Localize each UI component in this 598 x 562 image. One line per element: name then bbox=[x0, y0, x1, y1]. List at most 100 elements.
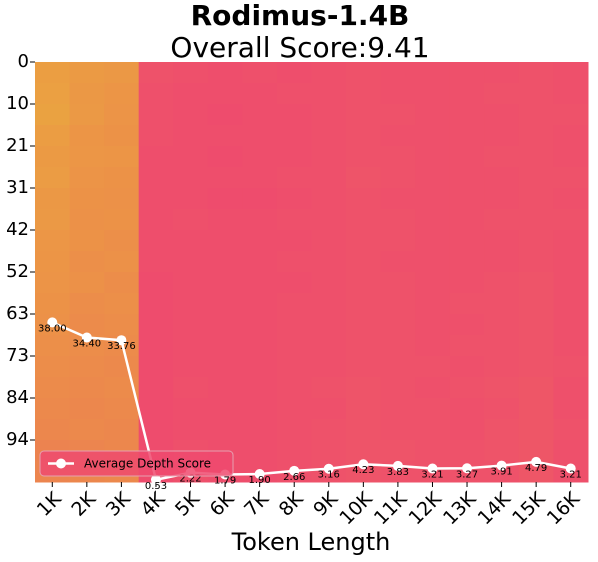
line-marker bbox=[289, 465, 300, 476]
heatmap-cell bbox=[415, 209, 451, 231]
heatmap-cell bbox=[484, 209, 520, 231]
heatmap-cell bbox=[207, 335, 243, 357]
x-tick-label: 8K bbox=[275, 487, 308, 520]
heatmap-cell bbox=[553, 209, 589, 231]
heatmap-cell bbox=[35, 356, 71, 378]
heatmap-cell bbox=[69, 125, 105, 147]
heatmap-cell bbox=[104, 188, 140, 210]
heatmap-cell bbox=[380, 83, 416, 105]
x-tick-label: 10K bbox=[335, 487, 377, 529]
heatmap-cell bbox=[138, 251, 174, 273]
heatmap-cell bbox=[138, 209, 174, 231]
data-label: 3.21 bbox=[560, 470, 582, 481]
heatmap-cell bbox=[173, 377, 209, 399]
heatmap-cell bbox=[242, 125, 278, 147]
y-tick-label: 84 bbox=[6, 387, 29, 408]
heatmap-cell bbox=[484, 398, 520, 420]
heatmap-cell bbox=[276, 146, 312, 168]
heatmap-cell bbox=[449, 440, 485, 462]
legend-label: Average Depth Score bbox=[84, 457, 211, 471]
heatmap-cell bbox=[173, 104, 209, 126]
heatmap-cell bbox=[242, 272, 278, 294]
heatmap-cell bbox=[518, 272, 554, 294]
heatmap-cell bbox=[346, 146, 382, 168]
heatmap-cell bbox=[242, 335, 278, 357]
heatmap-cell bbox=[69, 209, 105, 231]
heatmap-cell bbox=[484, 83, 520, 105]
heatmap-cell bbox=[104, 230, 140, 252]
average-line bbox=[51, 321, 571, 482]
heatmap-cell bbox=[35, 230, 71, 252]
heatmap-cell bbox=[35, 419, 71, 441]
heatmap-cell bbox=[173, 209, 209, 231]
heatmap-cell bbox=[380, 314, 416, 336]
heatmap-cell bbox=[207, 293, 243, 315]
heatmap-cell bbox=[346, 251, 382, 273]
heatmap-cell bbox=[449, 272, 485, 294]
heatmap-cell bbox=[553, 167, 589, 189]
heatmap-cell bbox=[173, 293, 209, 315]
heatmap-cell bbox=[553, 419, 589, 441]
heatmap-cell bbox=[173, 146, 209, 168]
heatmap-cell bbox=[35, 104, 71, 126]
heatmap-cell bbox=[276, 440, 312, 462]
heatmap-cell bbox=[449, 314, 485, 336]
data-label: 0.53 bbox=[145, 481, 167, 492]
line-marker bbox=[496, 460, 507, 471]
heatmap-cell bbox=[415, 104, 451, 126]
heatmap-cell bbox=[553, 377, 589, 399]
line-marker bbox=[392, 460, 403, 471]
heatmap-cell bbox=[35, 272, 71, 294]
heatmap-cell bbox=[553, 356, 589, 378]
heatmap-cell bbox=[484, 272, 520, 294]
heatmap-cell bbox=[449, 335, 485, 357]
heatmap-cell bbox=[346, 83, 382, 105]
heatmap-cell bbox=[276, 167, 312, 189]
line-marker bbox=[150, 474, 161, 485]
heatmap-cell bbox=[69, 335, 105, 357]
heatmap-cell bbox=[207, 356, 243, 378]
heatmap-cell bbox=[553, 230, 589, 252]
heatmap-cell bbox=[35, 146, 71, 168]
line-marker bbox=[427, 463, 438, 474]
heatmap-cell bbox=[484, 293, 520, 315]
heatmap-cell bbox=[104, 146, 140, 168]
heatmap-cell bbox=[69, 167, 105, 189]
heatmap-cell bbox=[207, 146, 243, 168]
heatmap-cell bbox=[346, 398, 382, 420]
heatmap-cell bbox=[104, 104, 140, 126]
y-tick-label: 21 bbox=[6, 135, 29, 156]
heatmap-cell bbox=[484, 167, 520, 189]
heatmap-cell bbox=[69, 314, 105, 336]
data-label: 3.21 bbox=[421, 470, 443, 481]
heatmap-cell bbox=[311, 335, 347, 357]
x-tick-label: 12K bbox=[404, 487, 446, 529]
line-marker bbox=[358, 459, 369, 470]
heatmap-cell bbox=[35, 62, 71, 84]
heatmap-cell bbox=[449, 293, 485, 315]
heatmap-cell bbox=[138, 104, 174, 126]
heatmap-cell bbox=[138, 62, 174, 84]
heatmap-cell bbox=[415, 335, 451, 357]
heatmap-cell bbox=[380, 209, 416, 231]
heatmap-cell bbox=[484, 146, 520, 168]
heatmap-cell bbox=[276, 398, 312, 420]
line-marker bbox=[47, 317, 58, 328]
legend-marker bbox=[56, 458, 66, 469]
heatmap-cell bbox=[449, 419, 485, 441]
heatmap-cell bbox=[346, 314, 382, 336]
heatmap-cell bbox=[104, 251, 140, 273]
heatmap-cell bbox=[276, 104, 312, 126]
data-label: 3.91 bbox=[490, 467, 512, 478]
heatmap-cell bbox=[35, 335, 71, 357]
legend: Average Depth Score bbox=[39, 450, 234, 477]
heatmap-cell bbox=[484, 335, 520, 357]
heatmap-cell bbox=[138, 125, 174, 147]
heatmap-cell bbox=[69, 62, 105, 84]
heatmap-cell bbox=[449, 188, 485, 210]
heatmap-cell bbox=[415, 188, 451, 210]
heatmap-cell bbox=[276, 314, 312, 336]
heatmap-cell bbox=[138, 419, 174, 441]
heatmap-cell bbox=[35, 398, 71, 420]
heatmap-cell bbox=[69, 251, 105, 273]
